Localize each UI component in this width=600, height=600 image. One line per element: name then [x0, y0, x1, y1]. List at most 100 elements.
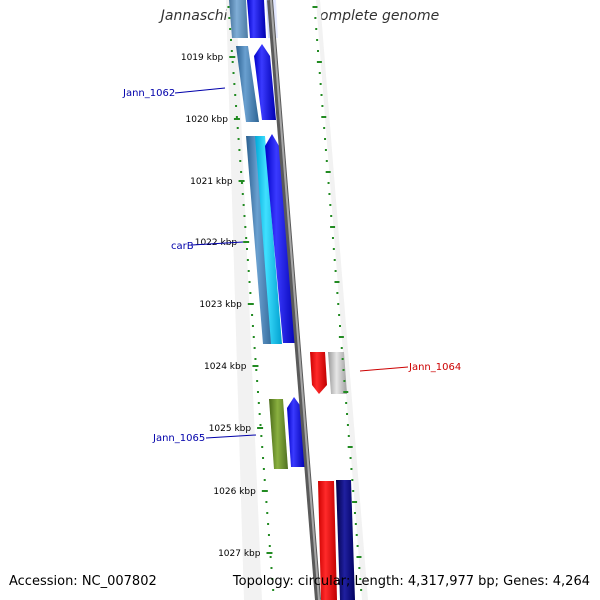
scale-tick-label: 1021 kbp: [190, 177, 233, 187]
strand-dot: [316, 39, 319, 41]
strand-dot: [266, 512, 269, 514]
strand-dot: [329, 204, 332, 206]
strand-dot: [324, 138, 327, 140]
gene-jann-1064[interactable]: [310, 352, 347, 394]
strand-dot: [253, 347, 256, 349]
strand-dot: [317, 50, 319, 52]
strand-dot: [271, 578, 274, 580]
strand-dot: [269, 556, 272, 558]
scale-ticks: 1019 kbp 1020 kbp 1021 kbp 1022 kbp 1023 kbp…: [181, 53, 273, 559]
strand-dot: [330, 226, 336, 228]
strand-dot: [324, 149, 327, 151]
gene-label-jann-1065-group[interactable]: Jann_1065: [152, 433, 257, 444]
strand-dot: [316, 61, 322, 63]
strand-dot: [229, 39, 232, 41]
strand-dot: [340, 347, 343, 349]
strand-dot: [244, 226, 247, 228]
scale-tick-mark: [261, 490, 268, 492]
gene-carb[interactable]: [246, 134, 297, 344]
strand-dot: [229, 28, 232, 30]
strand-dot: [227, 6, 230, 8]
strand-dot: [230, 50, 233, 52]
strand-dot: [346, 413, 349, 415]
gene-jann-1062[interactable]: [236, 44, 276, 122]
strand-dot: [235, 116, 238, 118]
strand-dot: [232, 72, 235, 74]
strand-dot: [341, 358, 344, 360]
strand-border-dots: [227, 6, 363, 591]
strand-dot: [338, 314, 341, 316]
scale-tick-label: 1019 kbp: [181, 53, 224, 63]
strand-dot: [258, 413, 261, 415]
strand-dot: [347, 446, 353, 448]
scale-tick-mark: [229, 56, 236, 58]
strand-dot: [247, 270, 250, 272]
strand-dot: [359, 578, 362, 580]
strand-dot: [360, 589, 363, 591]
gene-label-jann-1065[interactable]: Jann_1065: [152, 433, 205, 444]
strand-dot: [349, 457, 352, 459]
strand-dot: [323, 127, 326, 129]
strand-dot: [238, 149, 241, 151]
strand-dot: [352, 490, 355, 492]
strand-dot: [347, 435, 350, 437]
strand-dot: [343, 391, 349, 393]
scale-tick-label: 1020 kbp: [186, 115, 229, 125]
gene-label-jann-1062[interactable]: Jann_1062: [122, 88, 175, 99]
strand-dot: [325, 171, 331, 173]
strand-dot: [256, 391, 259, 393]
strand-dot: [267, 534, 270, 536]
strand-dot: [255, 369, 258, 371]
gene-label-carb-group[interactable]: carB: [171, 241, 244, 252]
strand-dot: [321, 105, 324, 107]
strand-dot: [261, 446, 264, 448]
strand-dot: [270, 567, 273, 569]
strand-dot: [356, 556, 362, 558]
strand-dot: [327, 182, 330, 184]
strand-dot: [231, 61, 234, 63]
scale-tick-mark: [238, 180, 245, 182]
scale-tick-label: 1023 kbp: [199, 300, 242, 310]
strand-dot: [246, 259, 249, 261]
strand-dot: [259, 424, 262, 426]
strand-dot: [251, 314, 254, 316]
scale-tick-mark: [266, 552, 273, 554]
strand-dot: [350, 468, 353, 470]
gene-label-carb[interactable]: carB: [171, 241, 194, 252]
strand-dot: [355, 534, 358, 536]
strand-dot: [315, 28, 318, 30]
scale-tick-mark: [247, 303, 254, 305]
strand-dot: [318, 72, 321, 74]
strand-dot: [233, 83, 236, 85]
strand-dot: [251, 325, 254, 327]
strand-dot: [241, 193, 244, 195]
strand-dot: [257, 402, 260, 404]
strand-dot: [262, 457, 265, 459]
strand-dot: [236, 127, 239, 129]
strand-dot: [240, 171, 243, 173]
strand-dot: [325, 160, 328, 162]
strand-dot: [319, 83, 322, 85]
gene-label-jann-1064[interactable]: Jann_1064: [408, 362, 461, 373]
strand-dot: [252, 336, 255, 338]
strand-dot: [333, 259, 336, 261]
strand-dot: [262, 468, 265, 470]
scale-tick-mark: [252, 365, 259, 367]
gene-label-jann-1062-group[interactable]: Jann_1062: [122, 87, 226, 99]
scale-tick-label: 1022 kbp: [195, 238, 238, 248]
strand-dot: [312, 6, 318, 8]
scale-tick-mark: [233, 118, 240, 120]
strand-dot: [346, 424, 349, 426]
gene-label-jann-1064-group[interactable]: Jann_1064: [359, 362, 461, 373]
strand-dot: [265, 501, 268, 503]
strand-dot: [354, 523, 357, 525]
strand-dot: [254, 358, 257, 360]
strand-dot: [339, 325, 341, 327]
strand-dot: [267, 523, 270, 525]
strand-dot: [242, 204, 245, 206]
strand-dot: [337, 303, 340, 305]
gene-fragment-bottom: [318, 480, 355, 600]
strand-dot: [321, 116, 327, 118]
scale-tick-label: 1026 kbp: [213, 487, 256, 497]
